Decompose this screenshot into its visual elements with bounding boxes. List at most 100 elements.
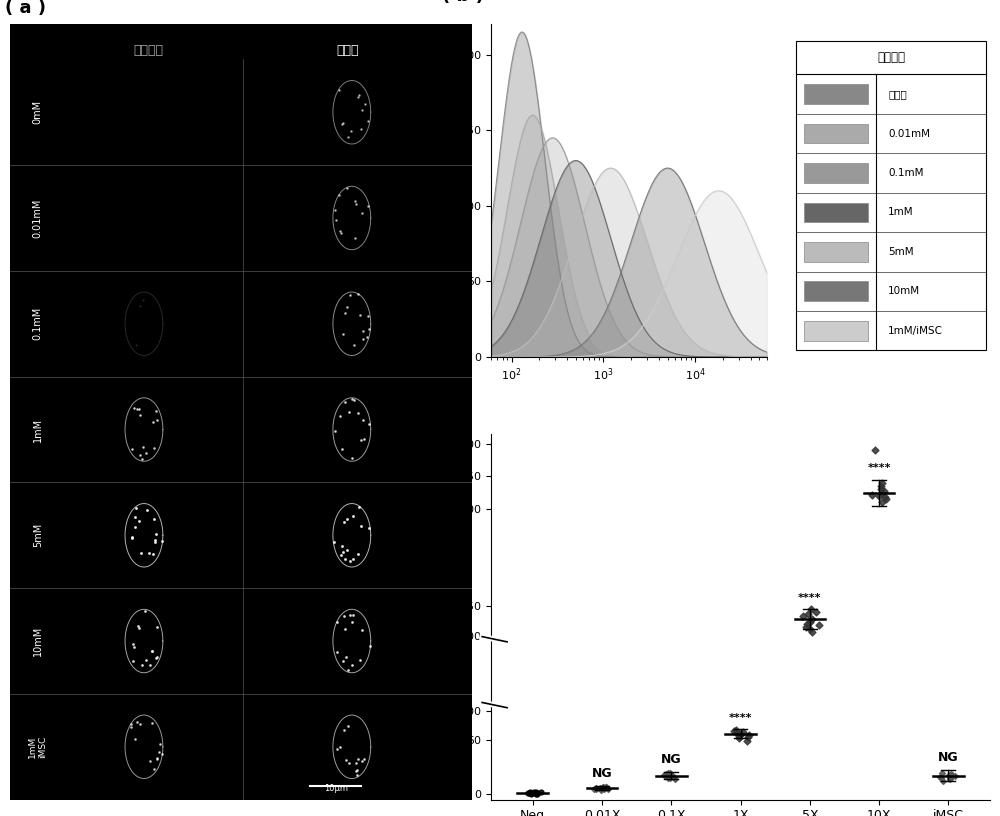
Bar <box>804 282 868 301</box>
Point <box>595 781 611 794</box>
Point <box>733 727 749 740</box>
Point <box>726 725 742 738</box>
Point <box>935 774 951 787</box>
Point <box>795 610 811 623</box>
Text: ( c ): ( c ) <box>381 397 421 415</box>
Point <box>804 625 820 638</box>
Text: 0.1mM: 0.1mM <box>33 307 43 340</box>
Point <box>934 766 950 779</box>
Point <box>523 787 539 800</box>
Point <box>933 771 949 784</box>
Point <box>660 768 676 781</box>
Point <box>932 770 948 783</box>
Point <box>595 780 611 793</box>
Point <box>667 773 683 786</box>
Point <box>658 767 674 780</box>
Point <box>944 768 960 781</box>
Point <box>598 781 614 794</box>
Bar <box>804 242 868 262</box>
Point <box>731 732 747 745</box>
Point <box>876 484 892 497</box>
Point <box>522 785 538 798</box>
Text: 对照组: 对照组 <box>888 89 907 99</box>
Point <box>803 603 819 616</box>
Text: 1mM/iMSC: 1mM/iMSC <box>888 326 943 335</box>
Point <box>800 607 816 620</box>
Point <box>520 786 536 799</box>
Point <box>660 771 676 784</box>
Text: 5mM: 5mM <box>33 523 43 548</box>
Point <box>729 726 745 739</box>
Point <box>873 483 889 496</box>
Text: ( b ): ( b ) <box>442 0 483 5</box>
Point <box>741 729 757 742</box>
Point <box>600 783 616 796</box>
Point <box>666 770 682 783</box>
Y-axis label: Count: Count <box>442 172 455 209</box>
Point <box>528 787 544 800</box>
Point <box>588 782 604 795</box>
Point <box>874 486 890 499</box>
Point <box>731 729 747 742</box>
Point <box>804 613 820 626</box>
Point <box>523 787 539 800</box>
Point <box>874 496 890 509</box>
Point <box>874 477 890 490</box>
Point <box>661 769 677 783</box>
Text: ****: **** <box>798 593 822 603</box>
Point <box>662 768 678 781</box>
Text: 1mM: 1mM <box>33 418 43 441</box>
Point <box>656 769 672 782</box>
Text: 0.01mM: 0.01mM <box>33 198 43 237</box>
Text: 0.01mM: 0.01mM <box>888 128 930 139</box>
Bar <box>804 84 868 104</box>
Point <box>586 783 602 796</box>
Text: 样品名称: 样品名称 <box>877 51 905 64</box>
Point <box>592 782 608 795</box>
Point <box>811 619 827 632</box>
Point <box>739 734 755 747</box>
Point <box>588 783 604 796</box>
Bar <box>804 202 868 222</box>
Text: ( a ): ( a ) <box>5 0 46 17</box>
Text: 0.1mM: 0.1mM <box>888 168 924 178</box>
Text: 1mM: 1mM <box>888 207 914 217</box>
Text: NG: NG <box>938 751 959 764</box>
Point <box>533 786 549 799</box>
Point <box>802 616 818 629</box>
Bar <box>804 124 868 144</box>
Text: 10mM: 10mM <box>33 626 43 656</box>
Point <box>942 772 958 785</box>
Text: 0mM: 0mM <box>33 100 43 124</box>
Point <box>662 766 678 779</box>
Point <box>596 782 612 795</box>
Point <box>598 780 614 793</box>
Point <box>596 782 612 795</box>
Point <box>528 786 544 799</box>
Point <box>877 490 893 503</box>
Point <box>798 620 814 633</box>
Point <box>942 773 958 786</box>
Point <box>663 769 679 783</box>
Point <box>735 725 751 738</box>
Point <box>808 606 824 619</box>
Point <box>526 786 542 799</box>
Point <box>947 769 963 783</box>
Point <box>799 618 815 631</box>
Point <box>593 783 609 796</box>
Point <box>740 730 756 743</box>
Text: NG: NG <box>592 767 612 780</box>
Point <box>802 622 818 635</box>
Text: 10μm: 10μm <box>324 784 348 793</box>
Text: 10mM: 10mM <box>888 286 920 296</box>
Bar <box>804 321 868 340</box>
Point <box>728 723 744 736</box>
Text: 5mM: 5mM <box>888 246 914 257</box>
Point <box>867 444 883 457</box>
Text: 1mM
iMSC: 1mM iMSC <box>28 735 47 758</box>
Point <box>529 787 545 800</box>
Point <box>521 787 537 800</box>
Point <box>873 480 889 493</box>
Text: 组合图: 组合图 <box>336 44 358 57</box>
Y-axis label: 相对荧光强度: 相对荧光强度 <box>443 594 456 639</box>
